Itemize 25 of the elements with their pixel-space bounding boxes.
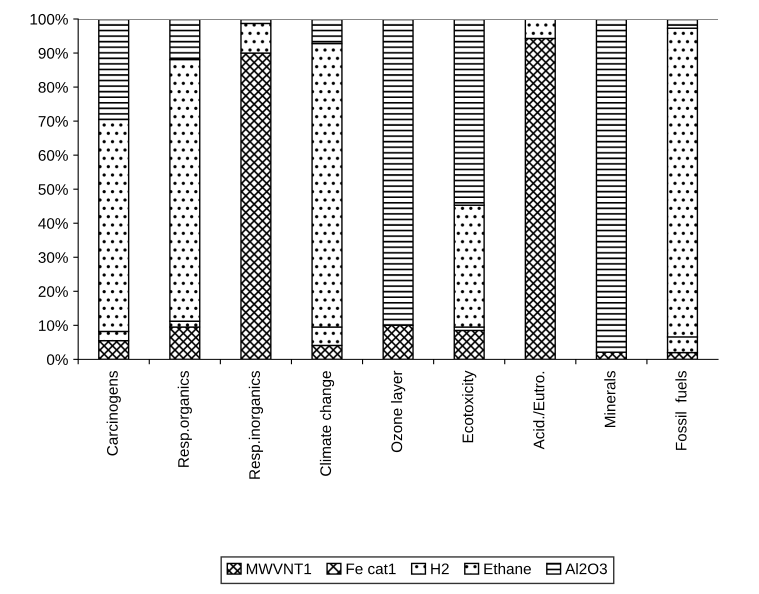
y-tick-label: 90% (38, 48, 68, 59)
legend-label: Fe cat1 (346, 564, 396, 574)
x-tick-label: Fossil fuels (675, 371, 687, 450)
y-tick-label: 100% (30, 14, 68, 25)
legend-label: H2 (431, 563, 449, 574)
legend-label: MWVNT1 (246, 564, 312, 574)
y-tick-label: 80% (38, 82, 68, 93)
y-tick-label: 20% (38, 286, 68, 297)
y-tick-label: 50% (38, 184, 68, 195)
legend-label: Al2O3 (565, 563, 607, 574)
y-tick-label: 60% (38, 150, 68, 161)
y-tick-label: 0% (46, 354, 68, 366)
x-tick-label: Carcinogens (106, 371, 121, 456)
x-tick-label: Resp.inorganics (248, 371, 264, 479)
x-tick-label: Climate change (320, 371, 334, 476)
x-tick-label: Resp.organics (178, 371, 192, 467)
x-tick-label: Acid./Eutro. (533, 372, 544, 450)
x-tick-label: Ozone layer (390, 370, 406, 452)
x-tick-label: Minerals (604, 371, 616, 427)
y-tick-label: 30% (38, 252, 68, 263)
y-tick-label: 40% (38, 218, 68, 229)
x-tick-label: Ecotoxicity (462, 370, 476, 442)
y-tick-label: 70% (38, 116, 68, 127)
y-tick-label: 10% (39, 320, 68, 332)
legend-label: Ethane (484, 563, 531, 574)
